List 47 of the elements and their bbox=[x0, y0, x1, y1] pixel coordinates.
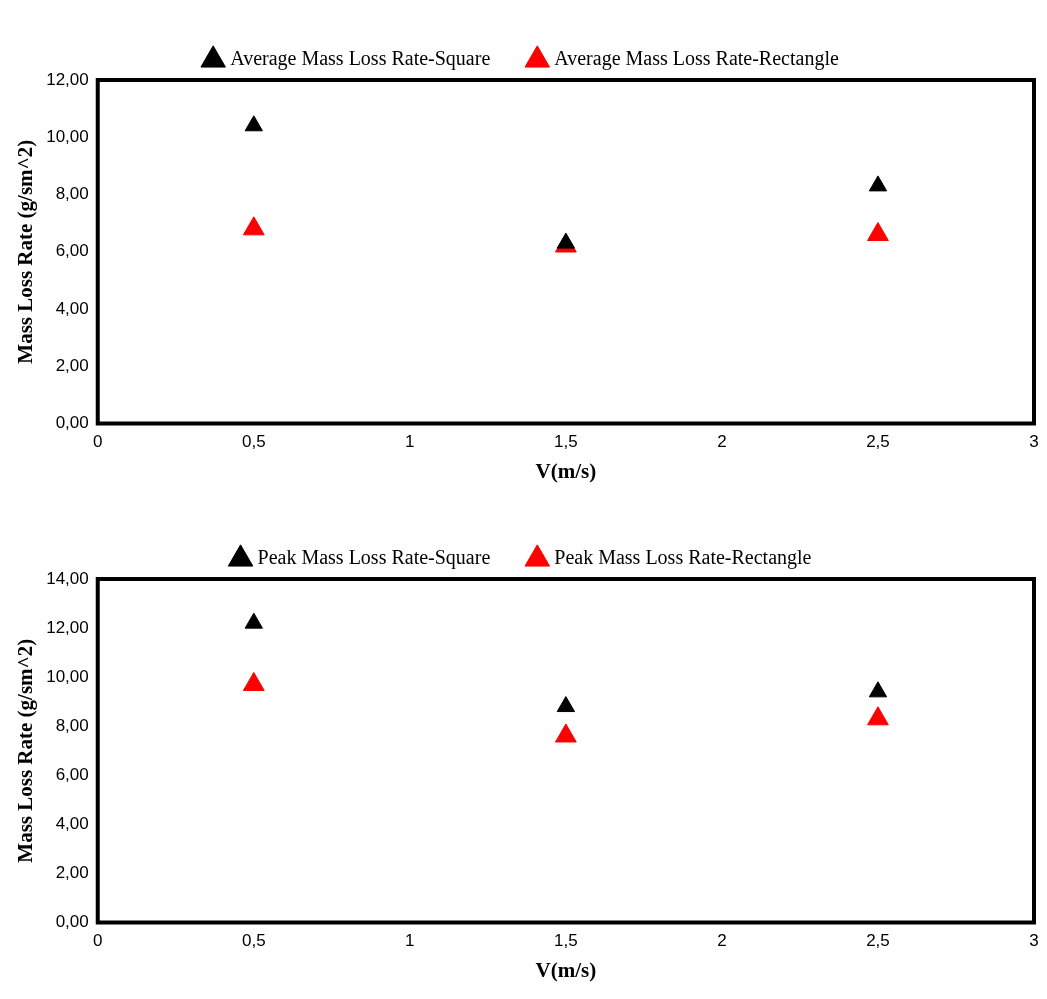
point bbox=[868, 175, 888, 192]
x-tick-label: 3 bbox=[1029, 931, 1039, 951]
x-tick-label: 2 bbox=[717, 432, 727, 452]
y-tick-label: 12,00 bbox=[46, 69, 89, 89]
y-tick-label: 8,00 bbox=[55, 184, 89, 204]
point bbox=[554, 723, 577, 743]
x-tick-label: 3 bbox=[1029, 432, 1039, 452]
point bbox=[244, 612, 263, 629]
y-axis-title: Mass Loss Rate (g/sm^2) bbox=[13, 638, 38, 863]
x-tick-label: 0 bbox=[93, 432, 103, 452]
y-tick-label: 4,00 bbox=[55, 298, 89, 318]
x-axis-title: V(m/s) bbox=[535, 957, 597, 982]
y-tick-label: 0,00 bbox=[55, 912, 89, 932]
point bbox=[868, 681, 888, 698]
legend-label: Peak Mass Loss Rate-Rectangle bbox=[554, 546, 812, 570]
legend-label: Peak Mass Loss Rate-Square bbox=[257, 546, 491, 570]
y-tick-label: 12,00 bbox=[46, 617, 89, 637]
x-tick-label: 1 bbox=[405, 432, 415, 452]
y-tick-label: 8,00 bbox=[55, 715, 89, 735]
x-axis-title: V(m/s) bbox=[535, 458, 597, 483]
x-tick-label: 2 bbox=[717, 931, 727, 951]
point bbox=[244, 115, 263, 132]
y-tick-label: 14,00 bbox=[46, 568, 89, 588]
x-tick-label: 1 bbox=[405, 931, 415, 951]
x-tick-label: 0 bbox=[93, 931, 103, 951]
point bbox=[242, 671, 265, 691]
x-tick-label: 1,5 bbox=[554, 432, 578, 452]
y-tick-label: 10,00 bbox=[46, 126, 89, 146]
y-tick-label: 10,00 bbox=[46, 666, 89, 686]
y-tick-label: 0,00 bbox=[55, 413, 89, 433]
x-tick-label: 0,5 bbox=[241, 931, 266, 951]
y-tick-label: 6,00 bbox=[55, 764, 89, 784]
point bbox=[867, 706, 889, 726]
y-axis-title: Mass Loss Rate (g/sm^2) bbox=[13, 139, 38, 364]
point bbox=[242, 216, 265, 236]
y-tick-label: 4,00 bbox=[55, 813, 89, 833]
point bbox=[556, 696, 576, 713]
y-tick-label: 6,00 bbox=[55, 241, 89, 261]
x-tick-label: 2,5 bbox=[866, 432, 890, 452]
legend-label: Average Mass Loss Rate-Square bbox=[230, 47, 491, 71]
x-tick-label: 1,5 bbox=[554, 931, 578, 951]
x-tick-label: 2,5 bbox=[866, 931, 890, 951]
point bbox=[867, 222, 889, 242]
y-tick-label: 2,00 bbox=[55, 863, 89, 883]
y-tick-label: 2,00 bbox=[55, 355, 89, 375]
legend-label: Average Mass Loss Rate-Rectangle bbox=[554, 47, 839, 71]
x-tick-label: 0,5 bbox=[241, 432, 266, 452]
